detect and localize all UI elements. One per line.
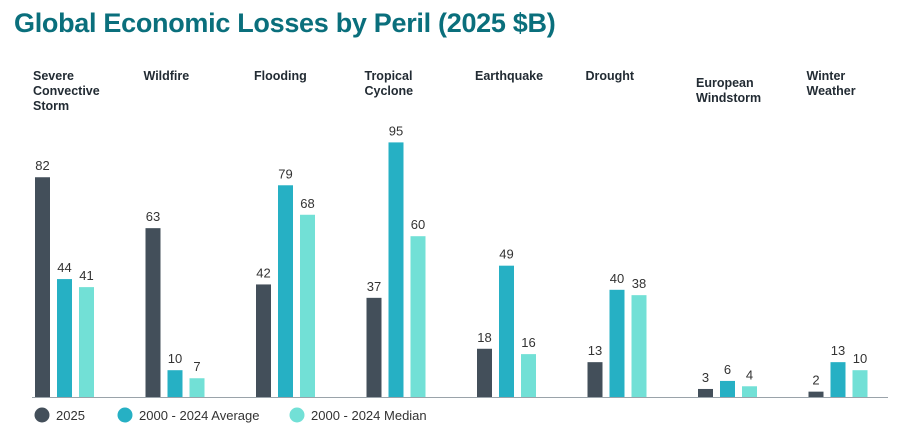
category-label: Severe Convective Storm: [33, 69, 100, 113]
data-label: 13: [588, 343, 602, 358]
bar: [388, 142, 404, 397]
data-label: 37: [367, 279, 381, 294]
bar: [631, 295, 647, 397]
legend-label: 2000 - 2024 Average: [139, 408, 259, 423]
data-label: 2: [812, 373, 819, 388]
bar: [35, 177, 50, 397]
data-label: 38: [632, 276, 646, 291]
chart-title: Global Economic Losses by Peril (2025 $B…: [14, 8, 556, 38]
data-label: 18: [477, 330, 491, 345]
data-label: 16: [521, 335, 535, 350]
legend-marker: [289, 407, 305, 423]
data-label: 13: [831, 343, 845, 358]
bar: [852, 370, 868, 397]
category-label: Wildfire: [144, 69, 190, 83]
bar: [830, 362, 846, 397]
bar: [720, 380, 735, 397]
data-label: 60: [411, 217, 425, 232]
bar: [145, 228, 161, 397]
data-label: 79: [278, 166, 292, 181]
bar: [477, 348, 492, 397]
data-label: 42: [256, 265, 270, 280]
bar: [521, 354, 536, 397]
bar: [698, 388, 713, 397]
data-label: 68: [300, 196, 314, 211]
data-label: 95: [389, 123, 403, 138]
category-label: Winter Weather: [807, 69, 856, 98]
bar: [609, 289, 625, 397]
bar: [79, 287, 94, 397]
bar: [587, 362, 603, 397]
data-label: 4: [746, 367, 753, 382]
legend-label: 2000 - 2024 Median: [311, 408, 427, 423]
data-label: 82: [35, 158, 49, 173]
bar: [57, 279, 72, 397]
bar: [499, 265, 514, 397]
bar: [366, 297, 382, 397]
bar: [167, 370, 183, 397]
legend-label: 2025: [56, 408, 85, 423]
data-label: 10: [853, 351, 867, 366]
category-label: Flooding: [254, 69, 307, 83]
bar: [410, 236, 426, 397]
data-label: 63: [146, 209, 160, 224]
category-label: Tropical Cyclone: [365, 69, 414, 98]
legend-marker: [34, 407, 50, 423]
bar: [278, 185, 293, 397]
data-label: 7: [193, 359, 200, 374]
bar: [256, 284, 271, 397]
bar: [742, 386, 757, 397]
data-label: 40: [610, 271, 624, 286]
data-label: 41: [79, 268, 93, 283]
data-label: 44: [57, 260, 71, 275]
bar: [808, 391, 824, 397]
data-label: 6: [724, 362, 731, 377]
bar: [189, 378, 205, 397]
legend-marker: [117, 407, 133, 423]
data-label: 49: [499, 247, 513, 262]
data-label: 10: [168, 351, 182, 366]
category-label: Earthquake: [475, 69, 543, 83]
data-label: 3: [702, 370, 709, 385]
category-label: Drought: [586, 69, 635, 83]
category-label: European Windstorm: [696, 76, 761, 105]
bar: [300, 214, 315, 397]
